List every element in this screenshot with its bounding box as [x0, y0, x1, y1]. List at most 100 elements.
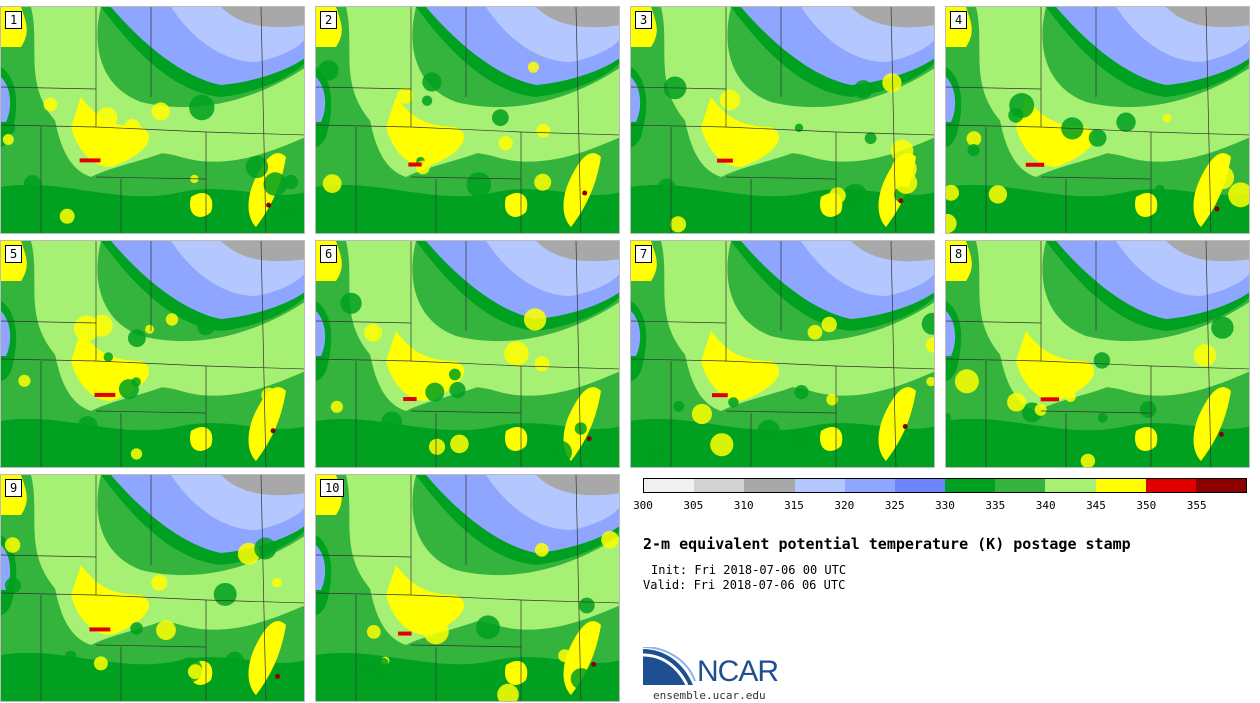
init-time: Init: Fri 2018-07-06 00 UTC [651, 563, 847, 577]
field-blob [340, 292, 362, 314]
field-blob [213, 582, 237, 606]
field-region [701, 97, 780, 167]
state-border [95, 7, 207, 233]
field-blob [1007, 392, 1026, 412]
field-blob [558, 649, 571, 663]
field-blob [691, 403, 712, 425]
colorbar-tick-label: 320 [834, 499, 855, 512]
field-region [221, 241, 304, 262]
logo-url: ensemble.ucar.edu [653, 689, 766, 702]
field-blob [421, 95, 433, 106]
field-region [386, 565, 465, 635]
panel-number: 4 [950, 11, 968, 29]
state-border [1040, 241, 1152, 467]
field-blob [757, 419, 780, 443]
logo-text: NCAR [697, 655, 779, 688]
field-blob [719, 89, 741, 111]
panel-number: 7 [635, 245, 653, 263]
map-panel: 7 [630, 240, 935, 468]
field-region [1, 184, 304, 233]
field-region [1193, 387, 1231, 461]
field-blob [591, 207, 610, 226]
field-blob [245, 155, 269, 179]
state-border [670, 7, 897, 233]
field-blob [283, 174, 299, 190]
field-region [851, 241, 934, 262]
field-region [1135, 426, 1158, 451]
field-blob [492, 109, 509, 126]
state-border [631, 320, 934, 414]
map-panel: 4 [945, 6, 1250, 234]
field-blob [381, 411, 403, 433]
field-blob [127, 329, 146, 348]
colorbar-segment [1145, 479, 1196, 492]
field-blob [425, 382, 445, 402]
colorbar [643, 478, 1247, 493]
field-region [505, 192, 528, 217]
field-blob [1093, 352, 1111, 369]
field-region [851, 7, 934, 28]
high-theta-patch [591, 661, 597, 667]
field-blob [1210, 165, 1235, 190]
panel-number: 2 [320, 11, 338, 29]
state-border [1, 554, 304, 648]
field-blob [450, 434, 469, 454]
field-blob [364, 323, 382, 342]
field-blob [1116, 112, 1136, 132]
high-theta-patch [717, 158, 733, 163]
field-blob [282, 451, 293, 462]
field-blob [570, 668, 592, 690]
field-blob [64, 650, 77, 663]
field-blob [504, 341, 529, 366]
state-border [725, 241, 837, 467]
field-blob [318, 60, 339, 81]
field-blob [476, 615, 500, 640]
state-border [985, 7, 1212, 233]
field-blob [1065, 391, 1076, 402]
plot-title: 2-m equivalent potential temperature (K)… [643, 535, 1131, 553]
colorbar-segment [995, 479, 1046, 492]
field-blob [890, 139, 914, 163]
field-blob [165, 313, 179, 326]
field-region [1016, 331, 1095, 401]
field-blob [946, 184, 959, 201]
field-blob [946, 412, 952, 423]
state-border [40, 475, 267, 701]
panel-number: 6 [320, 245, 338, 263]
field-blob [527, 61, 539, 73]
map-svg [946, 7, 1249, 233]
map-svg [1, 475, 304, 701]
field-blob [422, 72, 442, 92]
field-blob [477, 668, 499, 691]
field-blob [728, 397, 739, 408]
field-blob [578, 597, 595, 614]
map-panel: 10 [315, 474, 620, 702]
field-blob [1097, 412, 1108, 423]
field-region [1135, 192, 1158, 217]
high-theta-patch [711, 393, 728, 398]
field-blob [322, 174, 342, 194]
field-blob [921, 312, 934, 335]
map-svg [631, 241, 934, 467]
map-svg [316, 7, 619, 233]
map-panel: 2 [315, 6, 620, 234]
field-blob [261, 387, 277, 403]
field-blob [966, 131, 982, 146]
field-region [190, 426, 213, 451]
field-blob [946, 213, 957, 233]
field-blob [1155, 184, 1165, 195]
state-border [1, 320, 304, 414]
field-region [631, 77, 641, 122]
state-border [40, 241, 267, 467]
state-border [1, 86, 304, 180]
field-region [820, 426, 843, 451]
field-blob [77, 416, 98, 436]
field-blob [423, 618, 449, 645]
field-region [1, 77, 11, 122]
field-region [71, 565, 150, 635]
field-blob [43, 97, 58, 112]
high-theta-patch [403, 397, 417, 402]
high-theta-patch [398, 631, 412, 636]
field-blob [548, 440, 572, 464]
high-theta-patch [408, 162, 422, 167]
